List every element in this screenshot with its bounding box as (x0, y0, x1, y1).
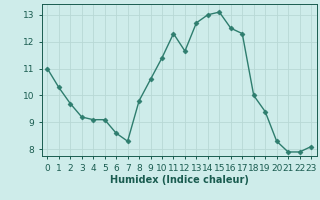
X-axis label: Humidex (Indice chaleur): Humidex (Indice chaleur) (110, 175, 249, 185)
